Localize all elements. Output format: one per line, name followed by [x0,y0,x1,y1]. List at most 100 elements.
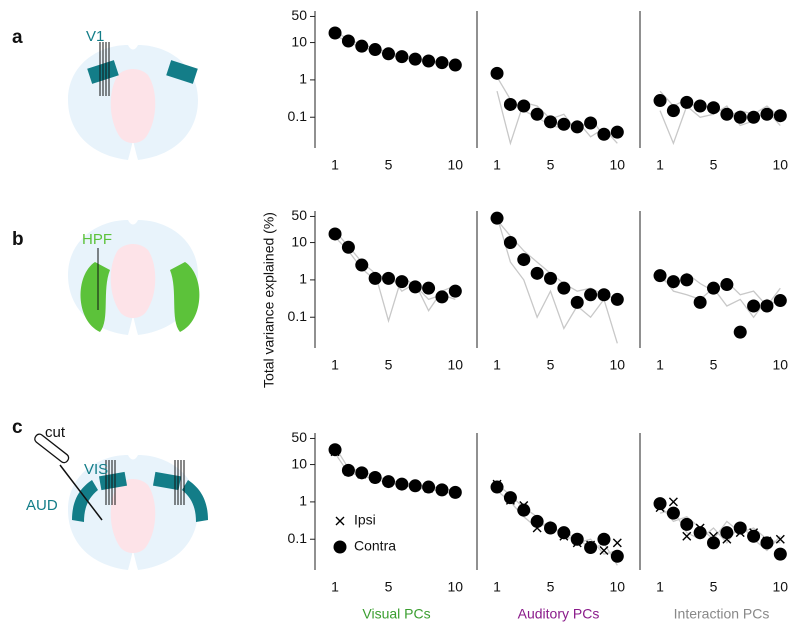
point [584,541,598,555]
point [773,547,787,561]
x-tick-label: 10 [773,579,789,595]
point [490,211,504,225]
gray-line [659,509,781,552]
point [530,514,544,528]
point [408,479,422,493]
point [653,94,667,108]
point [422,480,436,494]
point [503,97,517,111]
x-tick-label: 10 [610,357,626,373]
point [328,26,342,40]
y-tick-label: 10 [291,33,307,49]
x-tick-label: 1 [656,157,664,173]
y-tick-label: 0.1 [288,308,308,324]
point [707,536,720,550]
point [584,116,598,130]
x-tick-label: 1 [656,579,664,595]
point [341,240,355,254]
point [733,110,747,124]
gray-line [496,76,618,144]
point [570,295,584,309]
region-label: HPF [82,231,112,248]
x-tick-label: 10 [773,157,789,173]
x-tick-label: 5 [710,357,718,373]
panel-label: c [12,417,23,438]
point [422,54,436,68]
legend-label: Ipsi [354,512,376,528]
x-tick-label: 5 [385,157,393,173]
x-tick-label: 1 [493,357,501,373]
point [341,34,355,48]
gray-line [334,236,456,312]
x-tick-label: 5 [385,357,393,373]
x-tick-label: 10 [773,357,789,373]
point [408,280,422,294]
brain-c [34,433,208,570]
gray-line [496,90,618,146]
brain-a [68,42,198,160]
point [760,107,774,121]
cross-point [775,534,785,544]
point [395,477,409,491]
point [610,292,624,306]
point [341,463,355,477]
point [597,288,611,302]
region-label: cut [45,424,66,441]
point [490,66,504,80]
cross-point [612,538,622,548]
panel-label: a [12,27,23,48]
point [517,253,531,267]
point [382,47,395,61]
point [747,529,761,543]
gray-line [659,104,781,146]
point [653,269,667,283]
point [448,284,462,298]
x-axis-label: Interaction PCs [674,606,770,622]
point [720,107,734,121]
point [328,227,342,241]
gray-line [334,446,456,492]
gray-line [334,230,456,324]
point [666,104,680,118]
y-tick-label: 10 [291,233,307,249]
gray-line [659,505,781,544]
point [557,117,571,131]
point [355,39,369,53]
x-tick-label: 1 [493,157,501,173]
x-tick-label: 5 [710,157,718,173]
panel-label: b [12,229,24,250]
region-label: AUD [26,497,58,514]
legend-marker [335,516,345,526]
gray-line [334,30,456,65]
point [544,521,557,535]
gray-line [496,219,618,301]
y-tick-label: 1 [299,271,307,287]
point [760,536,774,550]
x-tick-label: 10 [448,579,464,595]
gray-line [496,216,618,344]
point [395,50,409,64]
x-tick-label: 10 [610,157,626,173]
point [773,109,787,123]
point [773,294,787,308]
point [707,101,720,115]
point [435,483,449,497]
gray-line [334,34,456,68]
y-tick-label: 1 [299,71,307,87]
point [503,491,517,505]
x-tick-label: 1 [331,157,339,173]
point [355,258,369,272]
point [435,56,449,70]
point [448,485,462,499]
y-tick-label: 50 [291,7,307,23]
point [328,443,342,457]
point [570,120,584,134]
point [693,99,707,113]
point [570,532,584,546]
point [382,475,395,489]
point [517,99,531,113]
point [597,532,611,546]
point [693,295,707,309]
point [680,273,694,287]
